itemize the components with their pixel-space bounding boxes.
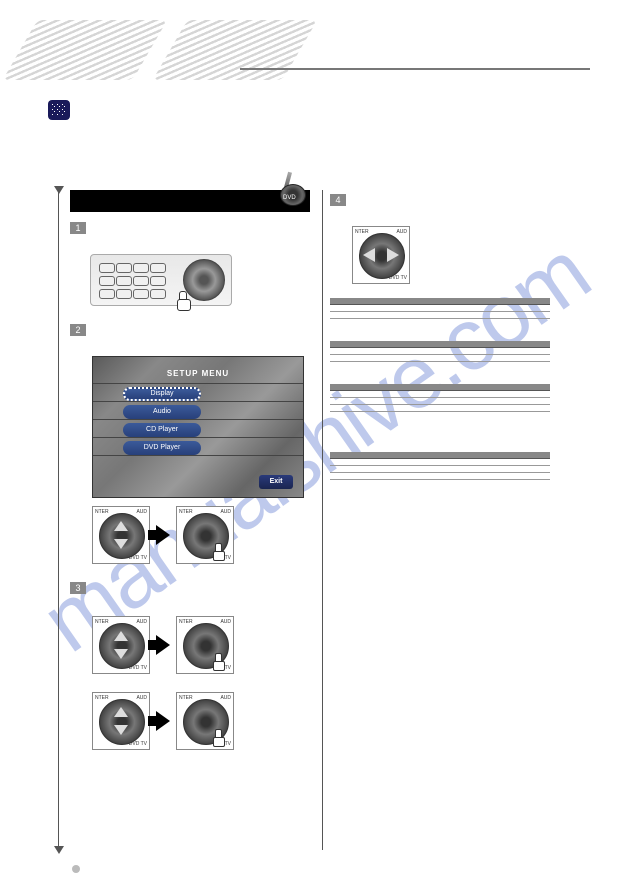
table-row <box>330 305 550 312</box>
table-row <box>330 312 550 319</box>
nav-dial-press: NTER AUD DVD TV <box>176 506 234 564</box>
left-column: DVD 1 2 <box>70 190 310 764</box>
dial-sequence: NTER AUD DVD TV NTER AUD DVD TV <box>92 692 310 750</box>
nav-dial-updown: NTER AUD DVD TV <box>92 616 150 674</box>
remote-buttons-illustration <box>90 254 232 306</box>
hand-pointer-icon <box>175 291 193 311</box>
step-number-badge: 2 <box>70 324 86 336</box>
step-2: 2 SETUP MENU Display Audio CD Player DVD… <box>70 320 310 564</box>
menu-item-display: Display <box>123 387 201 401</box>
table-row <box>330 398 550 405</box>
table-row <box>330 459 550 466</box>
step-text <box>92 342 310 350</box>
table-row <box>330 391 550 398</box>
table-row <box>330 348 550 355</box>
step-1: 1 <box>70 218 310 306</box>
dial-sequence: NTER AUD DVD TV NTER AUD DVD TV <box>92 506 310 564</box>
dial-sequence: NTER AUD DVD TV NTER AUD DVD TV <box>92 616 310 674</box>
settings-table-4 <box>330 452 550 480</box>
header-rule <box>240 68 590 70</box>
table-row <box>330 355 550 362</box>
step-text <box>92 600 310 608</box>
manual-page: manualshive.com DVD 1 <box>0 0 629 893</box>
table-row <box>330 405 550 412</box>
setup-menu-screenshot: SETUP MENU Display Audio CD Player DVD P… <box>92 356 304 498</box>
dvd-badge-icon <box>48 100 70 120</box>
step-3: 3 NTER AUD DVD TV NTER AUD DVD TV <box>70 578 310 750</box>
nav-dial-leftright: NTER AUD DVD TV <box>352 226 410 284</box>
settings-table-3 <box>330 384 550 412</box>
table-row <box>330 473 550 480</box>
tire-track-decor <box>153 20 318 80</box>
flow-arrow-start <box>54 186 64 194</box>
sequence-arrow-icon <box>156 525 170 545</box>
section-header: DVD <box>70 190 310 212</box>
hand-pointer-icon <box>211 653 227 671</box>
menu-item-dvd: DVD Player <box>123 441 201 455</box>
nav-dial-updown: NTER AUD DVD TV <box>92 692 150 750</box>
flow-arrow-end <box>54 846 64 854</box>
hand-pointer-icon <box>211 729 227 747</box>
step-text <box>92 240 310 248</box>
menu-item-audio: Audio <box>123 405 201 419</box>
nav-dial-updown: NTER AUD DVD TV <box>92 506 150 564</box>
hand-pointer-icon <box>211 543 227 561</box>
settings-table-2 <box>330 341 550 362</box>
step-number-badge: 1 <box>70 222 86 234</box>
step-text <box>352 212 570 220</box>
tire-track-decor <box>3 20 168 80</box>
step-4: 4 NTER AUD DVD TV <box>330 190 570 284</box>
menu-exit-button: Exit <box>259 475 293 489</box>
table-row <box>330 466 550 473</box>
page-indicator-dot <box>72 865 80 873</box>
menu-item-cd: CD Player <box>123 423 201 437</box>
sequence-arrow-icon <box>156 711 170 731</box>
content-columns: DVD 1 2 <box>70 190 570 764</box>
settings-table-1 <box>330 298 550 319</box>
nav-dial-press: NTER AUD DVD TV <box>176 616 234 674</box>
step-number-badge: 3 <box>70 582 86 594</box>
nav-dial-press: NTER AUD DVD TV <box>176 692 234 750</box>
step-number-badge: 4 <box>330 194 346 206</box>
remote-badge-label: DVD <box>283 195 296 201</box>
sequence-arrow-icon <box>156 635 170 655</box>
right-column: 4 NTER AUD DVD TV <box>330 190 570 764</box>
remote-icon: DVD <box>280 172 306 206</box>
setup-menu-title: SETUP MENU <box>167 369 229 378</box>
